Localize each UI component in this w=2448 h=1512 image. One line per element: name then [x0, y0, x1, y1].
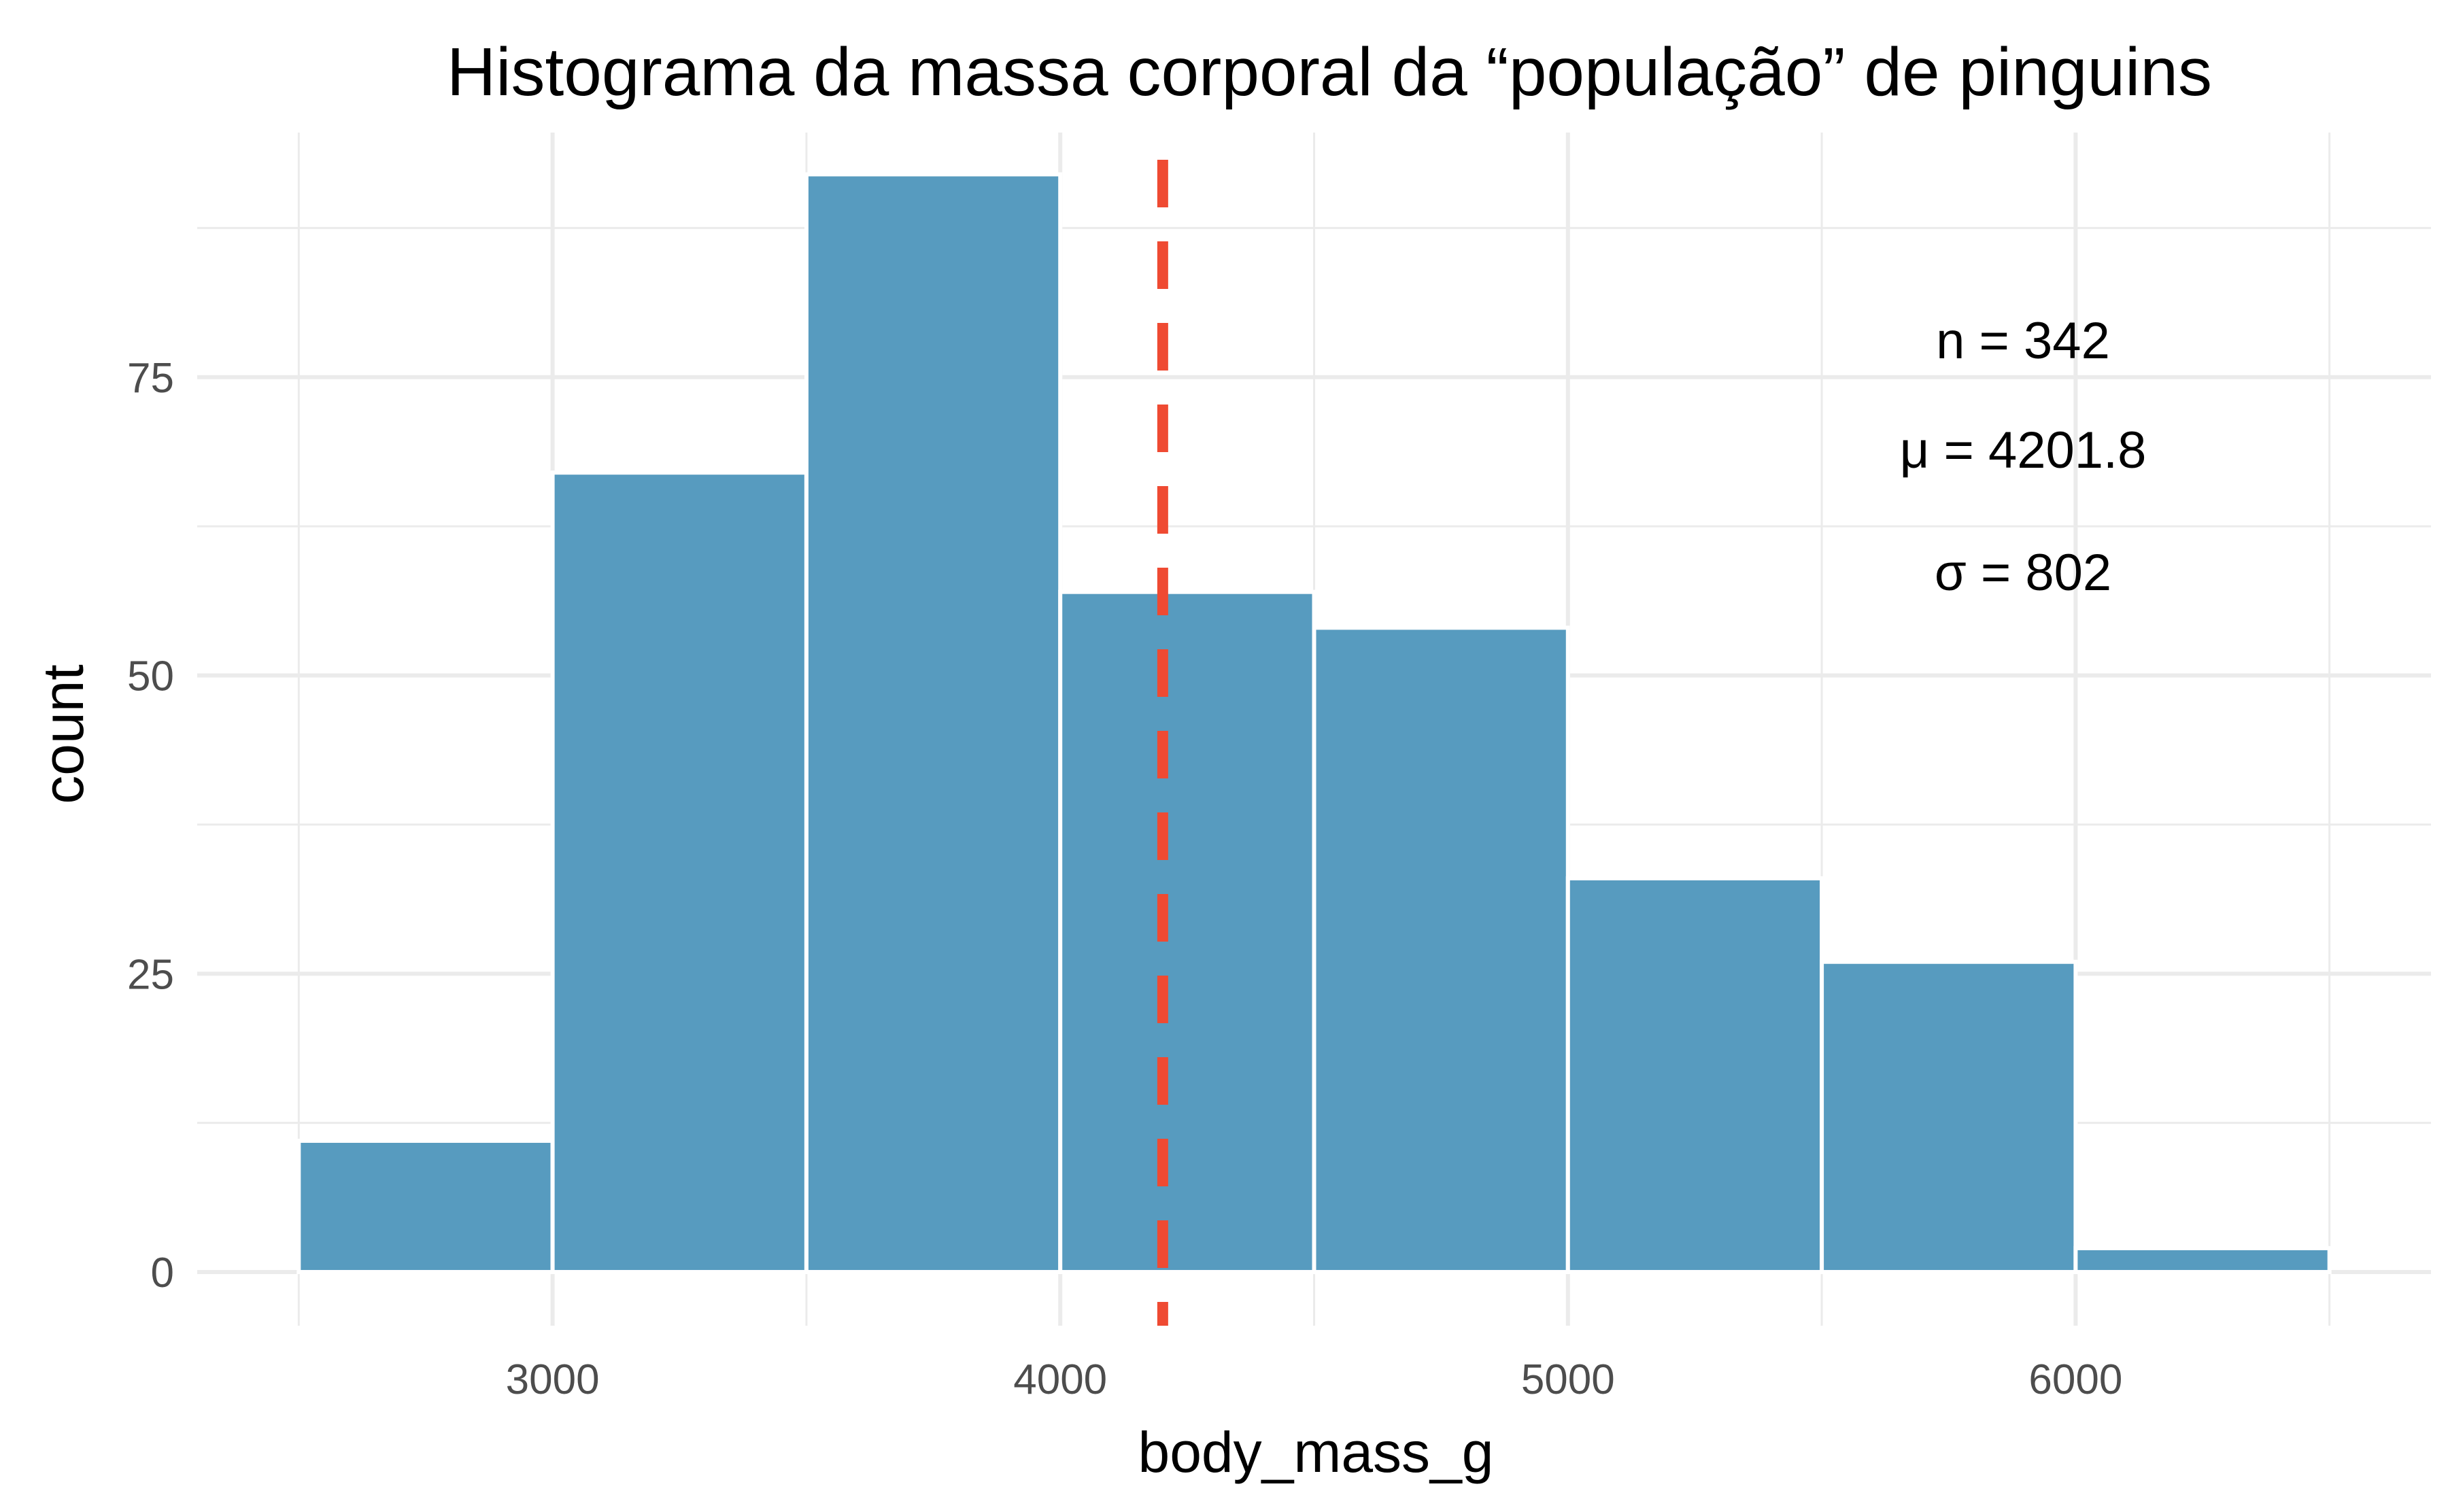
annotation-mu: μ = 4201.8 — [1900, 422, 2147, 479]
y-tick-label-1: 25 — [127, 951, 174, 998]
histogram-bar-0 — [296, 1138, 555, 1275]
histogram-bar-5 — [1565, 876, 1824, 1275]
tick-labels-layer: 3000 4000 5000 6000 0 25 50 75 — [127, 355, 2122, 1403]
x-tick-label-2: 5000 — [1521, 1356, 1615, 1403]
y-tick-label-2: 50 — [127, 653, 174, 700]
histogram-bar-4 — [1312, 625, 1570, 1275]
histogram-bar-2 — [804, 172, 1063, 1275]
chart-title: Histograma da massa corporal da “populaç… — [447, 34, 2212, 110]
x-tick-label-1: 4000 — [1013, 1356, 1107, 1403]
annotation-n: n = 342 — [1936, 312, 2110, 370]
bars-layer — [296, 172, 2332, 1275]
histogram-bar-6 — [1820, 959, 2078, 1275]
histogram-bar-3 — [1058, 589, 1316, 1275]
histogram-bar-1 — [550, 470, 809, 1275]
y-axis-title: count — [31, 664, 95, 804]
histogram-bar-7 — [2073, 1245, 2332, 1275]
y-tick-label-3: 75 — [127, 355, 174, 402]
y-tick-label-0: 0 — [151, 1250, 174, 1296]
x-tick-label-0: 3000 — [506, 1356, 600, 1403]
x-axis-title: body_mass_g — [1138, 1420, 1494, 1484]
x-tick-label-3: 6000 — [2028, 1356, 2122, 1403]
annotation-sigma: σ = 802 — [1935, 544, 2111, 602]
